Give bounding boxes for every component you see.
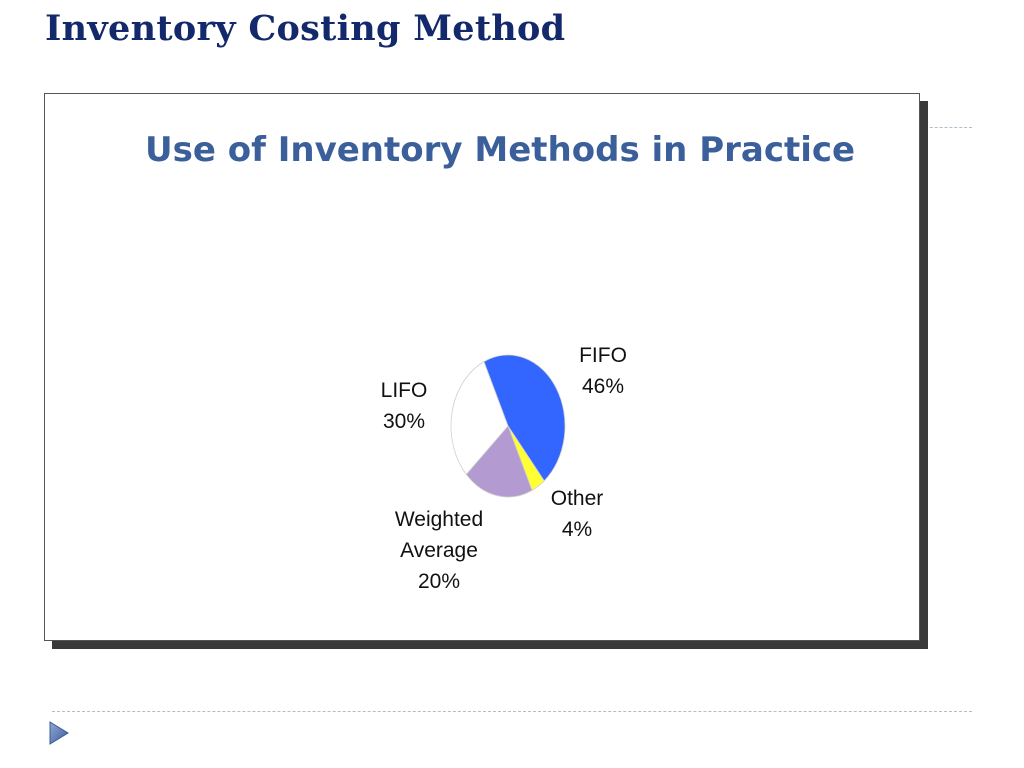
pie-slice	[465, 425, 533, 498]
chart-title: Use of Inventory Methods in Practice	[145, 130, 856, 170]
divider-top	[920, 127, 972, 128]
play-arrow-icon[interactable]	[47, 720, 71, 746]
slice-label-line: LIFO	[381, 379, 428, 402]
slice-label: Other 4%	[551, 487, 604, 541]
slide-title: Inventory Costing Method	[45, 8, 566, 49]
pie-slice	[450, 361, 509, 476]
slice-label-line: 20%	[418, 570, 460, 593]
divider-bottom	[52, 711, 972, 712]
slice-label-line: 30%	[383, 410, 425, 433]
slice-label: Weighted Average 20%	[395, 508, 483, 593]
slice-label: LIFO 30%	[381, 379, 428, 433]
slice-label-line: Average	[400, 539, 478, 562]
chart-frame: Use of Inventory Methods in Practice FIF…	[44, 93, 920, 641]
slice-label: FIFO 46%	[579, 344, 627, 398]
slice-label-line: FIFO	[579, 344, 627, 367]
slice-label-line: Other	[551, 487, 604, 510]
slice-label-line: 46%	[582, 375, 624, 398]
pie-slice	[483, 354, 566, 482]
pie-chart: FIFO 46% Other 4% Weighted Average 20% LIFO 30%	[381, 344, 627, 593]
slice-label-line: 4%	[562, 518, 592, 541]
slice-label-line: Weighted	[395, 508, 483, 531]
